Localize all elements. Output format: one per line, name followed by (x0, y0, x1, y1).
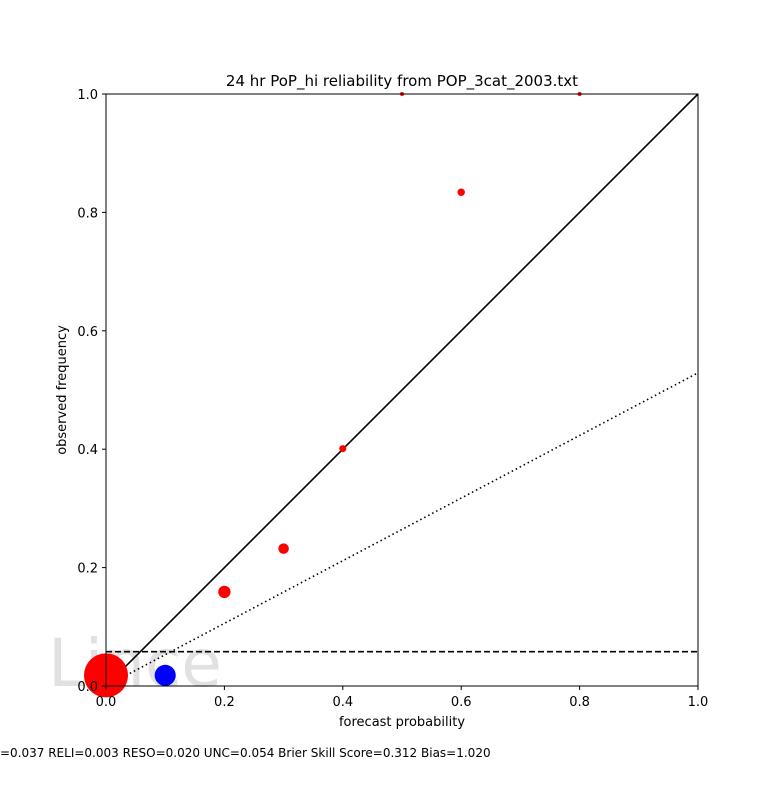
y-tick-label-1: 0.2 (77, 562, 98, 577)
plot-frame (105, 93, 699, 687)
data-point-0-3 (339, 445, 347, 453)
x-tick-label-1: 0.2 (214, 695, 235, 710)
no-skill-line (105, 372, 699, 687)
y-axis-label: observed frequency (55, 325, 70, 455)
y-tick-label-2: 0.4 (77, 443, 98, 458)
x-axis-label: forecast probability (339, 715, 465, 730)
y-tick-label-5: 1.0 (77, 88, 98, 103)
y-tick-label-0: 0.0 (77, 680, 98, 695)
data-point-1-0 (154, 664, 176, 686)
data-point-0-5 (457, 188, 465, 197)
chart-title: 24 hr PoP_hi reliability from POP_3cat_2… (226, 72, 578, 91)
y-tick-label-3: 0.6 (77, 325, 98, 340)
data-point-0-2 (278, 543, 289, 554)
plot-area (84, 92, 699, 698)
data-point-0-1 (218, 585, 231, 599)
perfect-reliability-line (105, 93, 699, 687)
x-tick-label-0: 0.0 (96, 695, 117, 710)
axis-ticks: 0.0 0.2 0.4 0.6 0.8 1.0 0.0 0.2 0.4 0.6 0.8 1.0 (77, 88, 708, 710)
y-tick-label-4: 0.8 (77, 206, 98, 221)
x-tick-label-2: 0.4 (332, 695, 353, 710)
score-footer: =0.037 RELI=0.003 RESO=0.020 UNC=0.054 B… (0, 746, 491, 760)
x-tick-label-5: 1.0 (688, 695, 709, 710)
x-tick-label-3: 0.6 (451, 695, 472, 710)
watermark-text: Lince (48, 625, 222, 702)
x-tick-label-4: 0.8 (569, 695, 590, 710)
